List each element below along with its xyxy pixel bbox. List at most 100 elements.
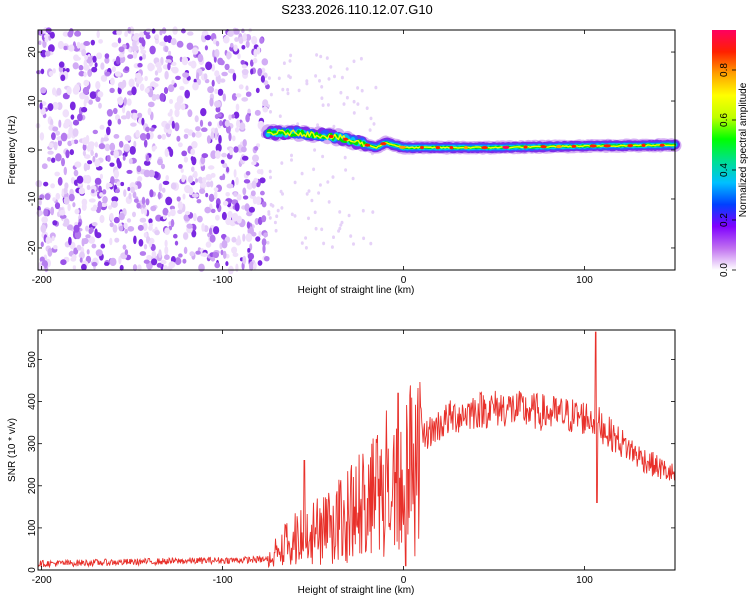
spectrogram-cell: [149, 45, 156, 55]
colorbar-tick-label: 0.4: [719, 163, 730, 177]
spectrogram-cell: [126, 98, 132, 106]
spectrogram-cell: [215, 214, 220, 221]
spectrogram-cell: [90, 149, 94, 156]
spectrogram-cell: [204, 45, 208, 51]
spectrogram-cell: [356, 86, 360, 90]
spectrogram-cell: [326, 103, 330, 107]
spectrogram-cell: [191, 132, 196, 138]
spectrogram-cell: [204, 206, 211, 214]
spectrogram-cell: [63, 166, 67, 176]
spectrogram-cell: [190, 148, 196, 156]
spectrogram-cell: [260, 168, 264, 175]
spectrogram-cell: [213, 191, 218, 200]
spectrogram-cell: [193, 82, 197, 87]
spectrogram-cell: [100, 202, 108, 207]
spectrogram-cell: [131, 44, 139, 52]
y-tick-label: 100: [27, 519, 38, 536]
spectrogram-cell: [322, 241, 326, 246]
spectrogram-cell: [220, 159, 225, 164]
spectrogram-cell: [210, 208, 216, 214]
spectrogram-cell: [72, 119, 80, 126]
colorbar-tick-label: 0.2: [719, 213, 730, 227]
spectrogram-cell: [300, 171, 304, 176]
spectrogram-cell: [128, 78, 135, 88]
spectrogram-cell: [161, 133, 166, 140]
spectrogram-y-label: Frequency (Hz): [7, 116, 18, 185]
y-tick-label: 20: [27, 46, 38, 58]
spectrogram-cell: [99, 173, 103, 180]
spectrogram-cell: [178, 142, 183, 148]
spectrogram-cell: [242, 233, 246, 242]
spectrogram-cell: [161, 187, 166, 193]
spectrogram-cell: [260, 190, 265, 196]
spectrogram-cell: [169, 148, 174, 157]
spectrogram-cell: [221, 240, 228, 249]
spectrogram-cell: [109, 222, 114, 228]
spectrogram-cell: [286, 87, 290, 92]
spectrogram-cell: [227, 210, 233, 219]
spectrogram-cell: [183, 133, 189, 139]
signal-hotspot: [523, 145, 528, 149]
spectrogram-cell: [164, 254, 170, 260]
spectrogram-cell: [145, 154, 150, 162]
y-tick-label: 0: [27, 147, 38, 153]
spectrogram-cell: [267, 212, 271, 216]
spectrogram-cell: [352, 111, 356, 115]
spectrogram-cell: [70, 114, 75, 120]
spectrogram-cell: [170, 219, 175, 228]
snr-panel: -200 -100 0 100 0 100 200 300 400 500 Height of …: [7, 329, 676, 596]
spectrogram-cell: [254, 146, 259, 151]
spectrogram-cell: [338, 210, 342, 214]
spectrogram-cell: [100, 243, 106, 249]
spectrogram-cell: [69, 149, 75, 156]
spectrogram-cell: [109, 212, 114, 221]
spectrogram-cell: [352, 242, 355, 246]
spectrogram-cell: [183, 246, 188, 254]
spectrogram-cell: [235, 103, 240, 112]
spectrogram-cell: [326, 180, 330, 184]
spectrogram-cell: [35, 180, 43, 188]
spectrogram-cell: [239, 122, 246, 131]
spectrogram-cell: [329, 65, 333, 69]
spectrogram-cell: [280, 206, 284, 210]
spectrogram-cell: [246, 182, 253, 190]
spectrogram-cell: [38, 29, 44, 36]
spectrogram-cell: [191, 141, 198, 149]
spectrogram-cell: [79, 257, 83, 263]
spectrogram-cell: [126, 169, 133, 174]
spectrogram-cell: [293, 180, 297, 185]
spectrogram-cell: [94, 159, 101, 168]
spectrogram-cell: [170, 38, 177, 46]
spectrogram-cell: [288, 59, 292, 63]
spectrogram-cell: [197, 215, 203, 223]
spectrogram-cell: [194, 115, 199, 123]
spectrogram-cell: [221, 211, 227, 221]
spectrogram-cell: [69, 101, 76, 111]
spectrogram-cell: [62, 31, 70, 37]
spectrogram-cell: [50, 206, 55, 216]
spectrogram-cell: [214, 70, 220, 77]
spectrogram-cell: [105, 182, 110, 190]
spectrogram-cell: [307, 216, 310, 221]
spectrogram-cell: [262, 99, 269, 107]
spectrogram-cell: [143, 232, 148, 238]
spectrogram-cell: [196, 199, 202, 204]
spectrogram-cell: [142, 53, 147, 60]
spectrogram-cell: [269, 175, 272, 180]
spectrogram-cell: [245, 171, 251, 176]
spectrogram-cell: [143, 259, 150, 264]
spectrogram-cell: [241, 68, 249, 76]
spectrogram-cell: [184, 89, 190, 99]
spectrogram-cell: [245, 114, 250, 123]
spectrogram-cell: [83, 99, 87, 108]
spectrogram-cell: [155, 94, 161, 100]
spectrogram-cell: [123, 143, 131, 152]
spectrogram-cell: [55, 153, 62, 162]
spectrogram-cell: [145, 198, 150, 206]
signal-ridge: [261, 123, 682, 155]
spectrogram-cell: [185, 211, 191, 216]
spectrogram-cell: [261, 201, 267, 208]
spectrogram-cell: [344, 168, 348, 172]
spectrogram-cell: [251, 35, 258, 45]
